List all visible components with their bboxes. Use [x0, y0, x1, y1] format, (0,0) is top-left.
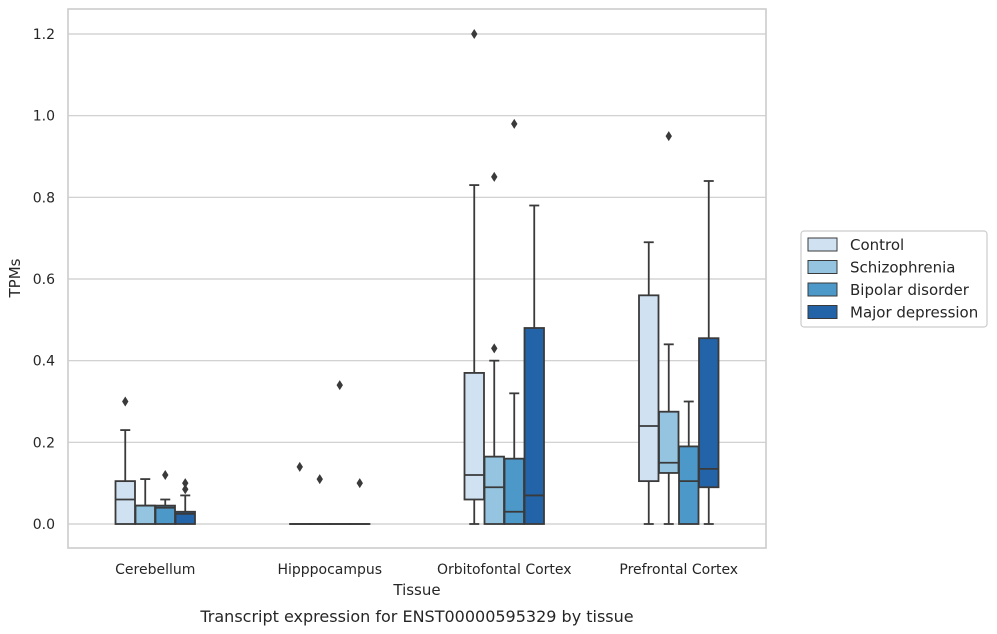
- outlier-point: [491, 171, 498, 182]
- box-group: [483, 171, 505, 525]
- box: [463, 372, 485, 501]
- box: [523, 327, 545, 525]
- box: [114, 480, 136, 525]
- box: [174, 510, 196, 525]
- legend-swatch: [807, 237, 838, 252]
- outlier-point: [162, 470, 169, 480]
- box-group: [329, 380, 351, 525]
- y-tick-label: 1.0: [33, 109, 55, 125]
- box: [698, 337, 720, 489]
- box-group: [309, 474, 331, 525]
- x-tick-label: Prefrontal Cortex: [619, 562, 738, 578]
- legend-entry-label: Major depression: [850, 304, 978, 322]
- outlier-point: [316, 474, 323, 485]
- box: [638, 294, 660, 483]
- plot-frame: [67, 8, 767, 549]
- y-tick-label: 0.6: [33, 272, 55, 288]
- box-group: [463, 29, 485, 525]
- outlier-point: [296, 461, 303, 472]
- legend-frame: [800, 230, 988, 328]
- box: [678, 445, 700, 525]
- box: [658, 410, 680, 474]
- outlier-point: [356, 478, 363, 489]
- box-group: [349, 478, 371, 525]
- legend-entry-label: Bipolar disorder: [850, 281, 970, 299]
- x-tick-label: Hipppocampus: [277, 562, 382, 578]
- outlier-point: [491, 343, 498, 354]
- box-group: [154, 470, 176, 525]
- box: [134, 504, 156, 525]
- legend-entry-label: Control: [850, 236, 904, 254]
- outlier-point: [471, 29, 478, 39]
- box: [483, 455, 505, 525]
- y-tick-label: 0.8: [33, 190, 55, 206]
- box-group: [174, 478, 196, 525]
- legend-swatch: [807, 282, 838, 297]
- legend-entry-label: Schizophrenia: [850, 259, 955, 277]
- outlier-point: [122, 396, 129, 407]
- box-group: [638, 241, 660, 525]
- y-tick-label: 1.2: [33, 27, 55, 43]
- x-tick-label: Orbitofontal Cortex: [437, 562, 572, 578]
- y-tick-label: 0.0: [33, 517, 55, 533]
- box-group: [698, 180, 720, 525]
- outlier-point: [336, 380, 343, 391]
- y-tick-label: 0.2: [33, 435, 55, 451]
- y-tick-label: 0.4: [33, 354, 55, 370]
- grid-layer: [68, 33, 766, 525]
- legend-swatch: [807, 305, 838, 319]
- outlier-point: [665, 131, 672, 142]
- box-group: [134, 478, 156, 525]
- legend-swatch: [807, 260, 838, 274]
- box-group: [289, 461, 311, 525]
- box-group: [658, 131, 680, 525]
- outlier-point: [511, 118, 518, 129]
- box-group: [678, 400, 700, 525]
- outlier-point: [182, 484, 189, 495]
- x-axis-label: Tissue: [392, 581, 440, 599]
- x-tick-labels: Cerebellum Hipppocampus Orbitofontal Corte…: [115, 562, 738, 578]
- box-group: [503, 118, 525, 525]
- box-group: [114, 396, 136, 525]
- y-axis-label: TPMs: [6, 258, 24, 298]
- legend: Control Schizophrenia Bipolar disorder Majo…: [800, 230, 988, 328]
- box-group: [523, 204, 545, 525]
- chart-caption: Transcript expression for ENST0000059532…: [199, 607, 633, 626]
- x-tick-label: Cerebellum: [115, 562, 195, 578]
- outlier-point: [182, 478, 189, 489]
- y-tick-labels: 0.0 0.2 0.4 0.6 0.8 1.0 1.2: [33, 27, 55, 533]
- box: [503, 457, 525, 525]
- plot-layer: [114, 29, 720, 525]
